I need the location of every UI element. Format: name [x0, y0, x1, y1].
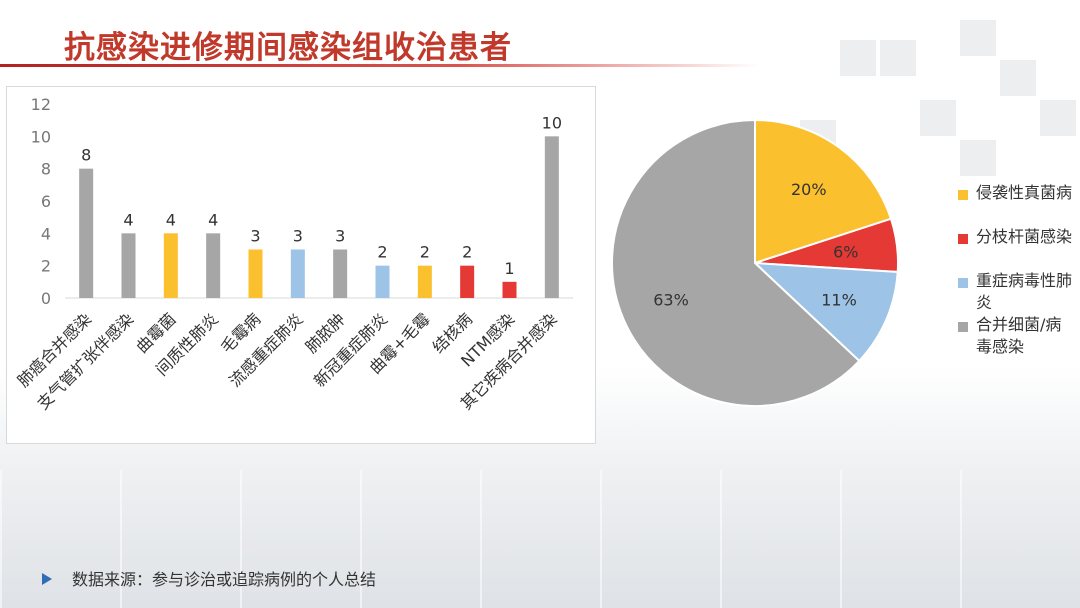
bar-data-label: 2: [462, 243, 472, 262]
y-tick-label: 6: [41, 192, 51, 211]
legend-swatch: [958, 234, 968, 244]
bar-data-label: 10: [542, 113, 562, 132]
pie-value-label: 11%: [821, 290, 857, 309]
y-tick-label: 0: [41, 289, 51, 308]
bullet-arrow-icon: [42, 573, 52, 585]
bar: [163, 233, 178, 298]
bar-data-label: 2: [420, 243, 430, 262]
bar-data-label: 3: [250, 227, 260, 246]
pie-slice: [611, 118, 861, 407]
pie-value-label: 20%: [791, 180, 827, 199]
bar-data-label: 3: [293, 227, 303, 246]
legend-swatch: [958, 190, 968, 200]
bar: [121, 233, 136, 298]
legend-item: 合并细菌/病毒感染: [958, 314, 1078, 358]
legend-label: 分枝杆菌感染: [976, 227, 1073, 246]
bar: [333, 249, 348, 298]
bar-data-label: 4: [123, 210, 133, 229]
slide-title: 抗感染进修期间感染组收治患者: [64, 30, 512, 66]
bar: [375, 265, 390, 298]
pie-value-label: 63%: [653, 290, 689, 309]
legend-item: 分枝杆菌感染: [958, 226, 1078, 270]
bar-data-label: 1: [504, 259, 514, 278]
data-source: 数据来源：参与诊治或追踪病例的个人总结: [72, 570, 377, 589]
legend-swatch: [958, 278, 968, 288]
legend-label: 重症病毒性肺炎: [976, 271, 1073, 312]
bar-data-label: 4: [166, 210, 176, 229]
title-underline: [0, 64, 760, 67]
y-tick-label: 4: [41, 224, 51, 243]
bar: [248, 249, 263, 298]
bar: [460, 265, 475, 298]
bar: [417, 265, 432, 298]
bar-data-label: 4: [208, 210, 218, 229]
bar-data-label: 3: [335, 227, 345, 246]
bar-chart-panel: 0 2 4 6 8 10 12 8 肺癌合并感染 4 支气管扩张伴感染 4 曲霉菌 4 间质性肺炎 3 毛霉病 3…: [6, 86, 596, 444]
bar: [544, 136, 559, 298]
pie-legend: 侵袭性真菌病 分枝杆菌感染重症病毒性肺炎 合并细菌/病毒感染: [958, 182, 1078, 358]
y-tick-label: 2: [41, 257, 51, 276]
floor-decoration: [0, 470, 1080, 608]
legend-label: 合并细菌/病毒感染: [976, 315, 1062, 356]
bar: [79, 168, 94, 298]
bar-data-label: 8: [81, 146, 91, 165]
y-tick-label: 10: [31, 127, 51, 146]
y-tick-label: 12: [31, 95, 51, 114]
pie-slice: [754, 118, 893, 265]
y-tick-label: 8: [41, 160, 51, 179]
pie-value-label: 6%: [833, 243, 858, 262]
pie-slice: [752, 261, 899, 363]
bar-data-label: 2: [377, 243, 387, 262]
pie-chart: 20% 6% 11% 63%: [611, 118, 899, 407]
title-bar: 抗感染进修期间感染组收治患者: [0, 18, 1080, 70]
bar: [502, 281, 517, 298]
legend-swatch: [958, 322, 968, 332]
legend-label: 侵袭性真菌病: [976, 183, 1073, 202]
bar: [206, 233, 221, 298]
legend-item: 重症病毒性肺炎: [958, 270, 1078, 314]
bar: [290, 249, 305, 298]
legend-item: 侵袭性真菌病: [958, 182, 1078, 226]
bar-chart: 0246810128肺癌合并感染4支气管扩张伴感染4曲霉菌4间质性肺炎3毛霉病3…: [14, 95, 573, 413]
